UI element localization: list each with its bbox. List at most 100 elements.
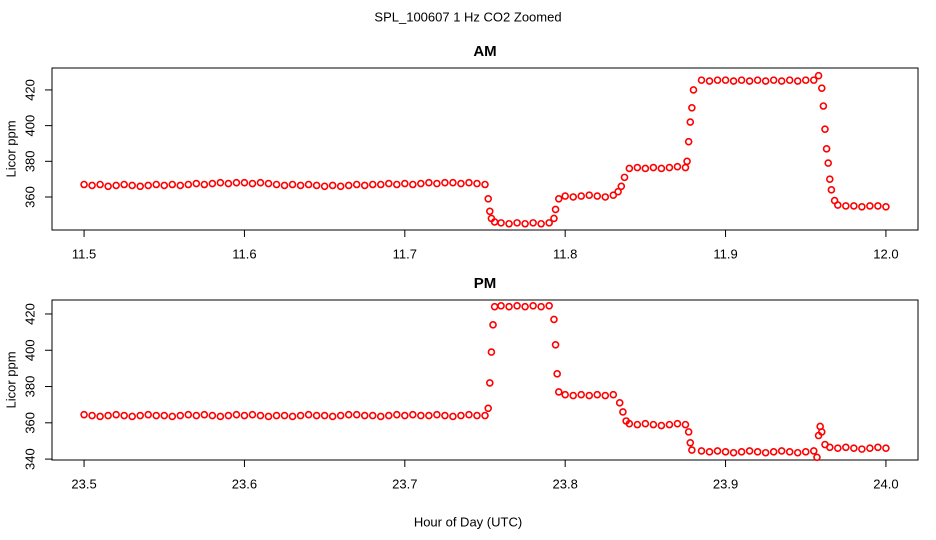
point bbox=[168, 412, 177, 421]
point bbox=[376, 180, 385, 189]
point bbox=[673, 419, 682, 428]
point bbox=[441, 411, 449, 420]
point bbox=[144, 181, 153, 190]
point bbox=[814, 71, 823, 80]
point bbox=[842, 202, 850, 210]
point bbox=[248, 179, 257, 188]
point bbox=[827, 186, 836, 194]
point bbox=[401, 179, 409, 188]
point bbox=[817, 84, 826, 92]
point bbox=[272, 180, 281, 189]
point bbox=[737, 76, 746, 84]
point bbox=[473, 179, 481, 188]
point bbox=[401, 411, 409, 420]
point bbox=[665, 163, 674, 172]
point bbox=[104, 411, 112, 420]
point bbox=[614, 187, 622, 196]
point bbox=[224, 411, 233, 420]
point bbox=[328, 412, 337, 421]
point bbox=[874, 202, 882, 210]
point bbox=[769, 76, 778, 84]
point bbox=[537, 302, 545, 311]
point bbox=[697, 76, 706, 84]
point bbox=[689, 86, 698, 94]
point bbox=[858, 445, 866, 453]
point bbox=[128, 412, 136, 421]
point bbox=[184, 180, 193, 189]
point bbox=[200, 410, 209, 419]
point bbox=[585, 391, 594, 400]
point bbox=[673, 162, 682, 171]
point bbox=[561, 390, 569, 399]
panel-title: PM bbox=[474, 275, 497, 292]
point bbox=[850, 202, 858, 210]
point bbox=[554, 388, 563, 396]
point bbox=[550, 214, 558, 223]
point bbox=[288, 412, 297, 421]
point bbox=[688, 103, 696, 112]
point bbox=[296, 411, 305, 420]
point bbox=[609, 191, 618, 200]
y-tick-label: 400 bbox=[22, 115, 37, 137]
point bbox=[312, 411, 321, 420]
point bbox=[529, 219, 537, 227]
x-axis-label: Hour of Day (UTC) bbox=[414, 514, 522, 529]
y-tick-label: 360 bbox=[22, 412, 37, 434]
point bbox=[184, 410, 193, 419]
point bbox=[649, 163, 658, 172]
plot-frame bbox=[51, 67, 919, 231]
y-tick-label: 340 bbox=[22, 448, 37, 470]
point bbox=[615, 399, 624, 407]
point bbox=[136, 182, 145, 191]
point bbox=[433, 179, 441, 188]
point bbox=[441, 178, 449, 187]
point bbox=[288, 180, 297, 189]
point bbox=[601, 193, 610, 201]
point bbox=[842, 443, 850, 452]
point bbox=[761, 77, 770, 85]
point bbox=[684, 428, 693, 436]
point bbox=[384, 179, 393, 188]
point bbox=[112, 181, 120, 190]
point bbox=[684, 137, 693, 146]
point bbox=[821, 125, 829, 133]
point bbox=[304, 410, 313, 419]
point bbox=[551, 341, 560, 349]
point bbox=[858, 203, 866, 211]
point bbox=[793, 448, 802, 457]
point bbox=[449, 412, 457, 421]
point bbox=[641, 419, 650, 428]
point bbox=[521, 302, 529, 311]
point bbox=[753, 76, 762, 84]
point bbox=[376, 412, 385, 421]
point bbox=[601, 391, 610, 400]
point bbox=[705, 77, 714, 85]
point bbox=[80, 180, 88, 189]
point bbox=[152, 180, 161, 189]
point bbox=[769, 448, 778, 456]
point bbox=[825, 443, 834, 452]
point bbox=[256, 178, 265, 187]
point bbox=[425, 411, 433, 420]
point bbox=[136, 411, 145, 420]
point bbox=[360, 181, 369, 190]
point bbox=[176, 181, 185, 190]
point bbox=[721, 448, 730, 456]
y-tick-label: 400 bbox=[22, 339, 37, 361]
point bbox=[882, 203, 890, 211]
point bbox=[521, 219, 529, 228]
x-tick-label: 11.5 bbox=[72, 246, 96, 261]
point bbox=[641, 164, 650, 173]
point bbox=[686, 118, 695, 126]
point bbox=[529, 302, 537, 310]
point bbox=[633, 420, 642, 429]
point bbox=[120, 180, 128, 189]
point bbox=[433, 410, 441, 419]
point bbox=[681, 420, 690, 429]
point bbox=[336, 411, 345, 420]
point bbox=[537, 219, 545, 228]
point bbox=[425, 178, 433, 187]
point bbox=[484, 194, 493, 203]
point bbox=[882, 444, 890, 453]
point bbox=[264, 412, 273, 421]
